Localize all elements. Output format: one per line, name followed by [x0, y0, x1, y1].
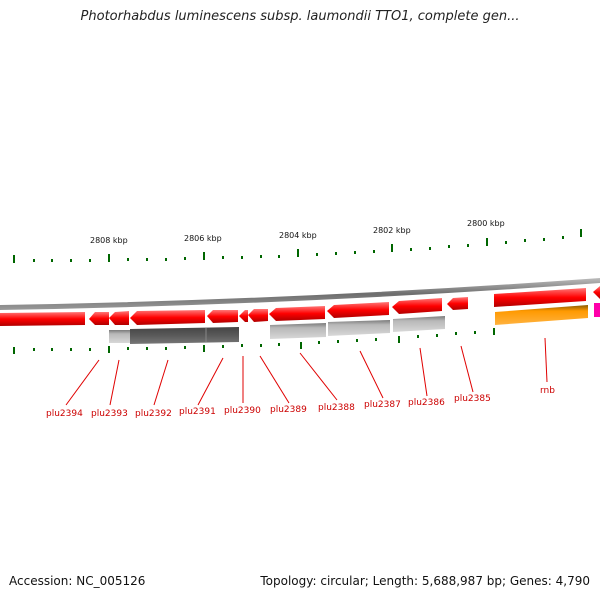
gene-arrows-red[interactable]	[0, 286, 600, 326]
genome-backbone	[0, 278, 600, 310]
scale-label-2808: 2808 kbp	[90, 236, 128, 245]
accession-text: Accession: NC_005126	[9, 574, 146, 588]
scale-label-2800: 2800 kbp	[467, 219, 505, 228]
scale-ticks-upper	[13, 229, 582, 263]
gene-label-plu2388[interactable]: plu2388	[318, 403, 355, 413]
gene-label-plu2394[interactable]: plu2394	[46, 409, 83, 419]
gene-label-plu2390[interactable]: plu2390	[224, 406, 261, 416]
gene-label-plu2393[interactable]: plu2393	[91, 409, 128, 419]
gene-label-plu2387[interactable]: plu2387	[364, 400, 401, 410]
gene-label-plu2392[interactable]: plu2392	[135, 409, 172, 419]
gene-magenta[interactable]	[594, 303, 600, 317]
gene-label-rnb[interactable]: rnb	[540, 386, 555, 396]
gene-label-plu2389[interactable]: plu2389	[270, 405, 307, 415]
gene-label-plu2386[interactable]: plu2386	[408, 398, 445, 408]
scale-label-2804: 2804 kbp	[279, 231, 317, 240]
scale-label-2802: 2802 kbp	[373, 226, 411, 235]
gene-boxes-reverse[interactable]	[109, 305, 588, 344]
map-title: Photorhabdus luminescens subsp. laumondi…	[80, 9, 520, 24]
scale-label-2806: 2806 kbp	[184, 234, 222, 243]
scale-ticks-lower	[13, 328, 495, 354]
gene-label-plu2385[interactable]: plu2385	[454, 394, 491, 404]
gene-label-plu2391[interactable]: plu2391	[179, 407, 216, 417]
genome-summary-text: Topology: circular; Length: 5,688,987 bp…	[260, 574, 590, 588]
label-leader-lines	[65, 337, 548, 406]
